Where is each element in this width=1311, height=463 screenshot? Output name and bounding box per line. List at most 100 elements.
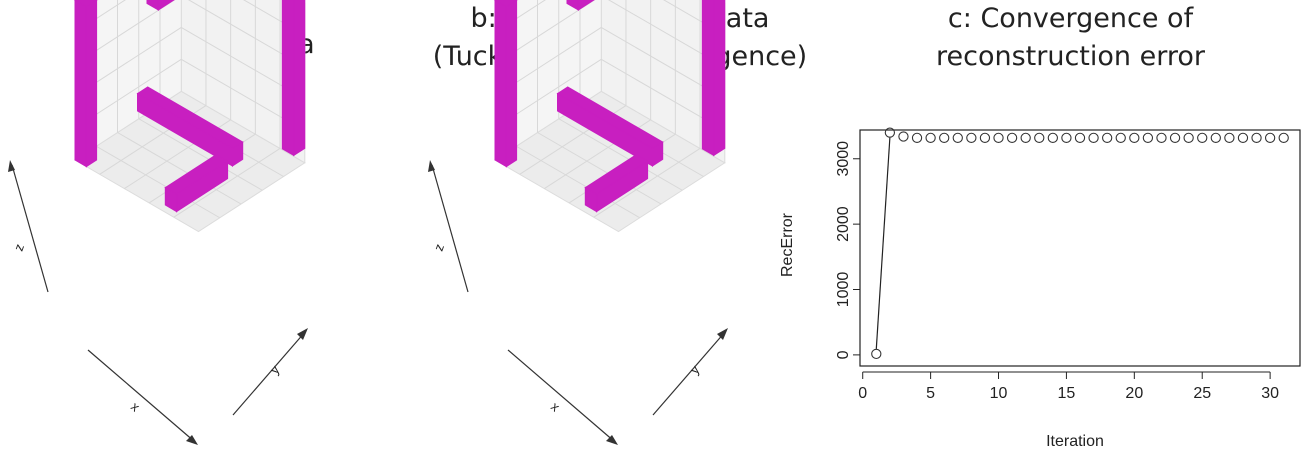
x-axis-label: x [548, 399, 563, 415]
voxel-bar-top-back [566, 0, 579, 11]
data-point [1251, 132, 1262, 143]
floor-gridline [173, 148, 281, 218]
data-point [1142, 132, 1154, 143]
x-tick-label: 15 [1058, 385, 1076, 402]
y-tick-label: 3000 [835, 141, 852, 177]
y-axis-label: y [267, 362, 283, 377]
data-point [1210, 132, 1221, 143]
y-tick-label: 2000 [835, 206, 852, 242]
voxel-bar-top-back [577, 0, 595, 11]
data-point [993, 132, 1004, 143]
voxel-bar-pillar-front [85, 0, 98, 168]
panel-c: c: Convergence of reconstruction error 0… [779, 0, 1311, 463]
data-point [966, 132, 977, 143]
data-point [1278, 132, 1289, 143]
y-axis: 0 1000 2000 3000 [835, 141, 861, 359]
y-axis-label: RecError [779, 212, 796, 277]
voxel-bar-floor [176, 160, 229, 213]
data-point [1006, 132, 1018, 143]
panel-b-3d-voxel-plot: z x y [428, 0, 728, 445]
data-point [1197, 132, 1208, 143]
voxel-bar-pillar-back [701, 0, 715, 157]
x-tick-label: 20 [1125, 385, 1143, 402]
voxel-bar-pillar-back [713, 0, 726, 157]
data-point [1183, 132, 1194, 143]
floor-gridline [515, 145, 641, 219]
voxel-bar-floor [596, 160, 649, 213]
z-axis-arrow [428, 160, 435, 172]
data-point [884, 127, 896, 138]
data-points [871, 127, 1289, 360]
floor-gridline [95, 145, 221, 219]
panel-a-3d-voxel-plot: z x y [8, 0, 308, 445]
z-axis-line [431, 164, 469, 293]
y-tick-label: 1000 [835, 272, 852, 308]
z-axis-line [11, 164, 49, 293]
z-axis-label: z [431, 242, 447, 253]
data-point [1088, 132, 1099, 143]
panel-b: b: Reconstructed data (Tucker with KL-di… [420, 0, 820, 463]
y-axis-line [232, 331, 306, 416]
data-point [1264, 132, 1276, 143]
voxel-bar-pillar-back [293, 0, 306, 157]
x-axis-arrow [186, 435, 198, 445]
data-point [925, 132, 936, 143]
floor-gridline [558, 118, 683, 191]
voxel-bar-top-back [157, 0, 175, 11]
x-axis: 0 5 10 15 20 25 30 [858, 371, 1279, 402]
connecting-line [875, 137, 891, 349]
x-tick-label: 25 [1193, 385, 1211, 402]
floor-gridline [117, 132, 242, 205]
data-point [1074, 132, 1086, 143]
x-tick-label: 0 [858, 385, 867, 402]
data-point [1224, 132, 1235, 143]
data-point [1034, 132, 1045, 143]
floor-gridline [537, 132, 662, 205]
voxel-bar-diagonal [232, 141, 244, 167]
data-point [1156, 132, 1167, 143]
convergence-chart: 0 1000 2000 3000 0 5 10 15 20 25 30 Iteration Rec… [779, 127, 1301, 450]
chart-title: c: Convergence of reconstruction error [830, 0, 1311, 76]
y-tick-label: 0 [835, 350, 852, 359]
x-axis-label: x [128, 399, 143, 415]
voxel-bar-diagonal [652, 141, 664, 167]
voxel-bar-pillar-front [494, 0, 507, 168]
panel-a: a: Original data zxy [0, 0, 420, 463]
data-point [952, 132, 963, 143]
x-tick-label: 30 [1261, 385, 1279, 402]
x-axis-arrow [606, 435, 618, 445]
x-tick-label: 5 [926, 385, 935, 402]
x-axis-line [507, 349, 616, 443]
plot-frame [859, 129, 1301, 367]
voxel-bar-pillar-front [74, 0, 87, 168]
chart-title-line-2: reconstruction error [936, 41, 1205, 72]
data-point [1169, 132, 1181, 143]
chart-title-line-1: c: Convergence of [947, 3, 1194, 34]
data-point [979, 132, 991, 143]
y-axis-arrow [717, 328, 728, 340]
data-point [871, 348, 882, 360]
floor-gridline [593, 148, 701, 218]
data-point [1047, 132, 1058, 143]
z-axis-arrow [8, 160, 15, 172]
x-tick-label: 10 [990, 385, 1008, 402]
floor-gridline [138, 118, 263, 191]
x-axis-label: Iteration [1046, 433, 1104, 450]
data-point [1237, 132, 1249, 143]
data-point [1115, 132, 1126, 143]
plot-box [859, 129, 1301, 367]
y-axis-label: y [687, 362, 703, 377]
z-axis-label: z [11, 242, 27, 253]
data-point [1020, 132, 1031, 143]
x-axis-line [87, 349, 196, 443]
data-point [1061, 132, 1072, 143]
voxel-bar-pillar-back [281, 0, 295, 157]
data-point [939, 132, 950, 143]
data-point [1129, 132, 1140, 143]
y-axis-arrow [297, 328, 308, 340]
y-axis-line [652, 331, 726, 416]
voxel-bar-pillar-front [505, 0, 518, 168]
voxel-bar-top-back [146, 0, 159, 11]
data-point [1102, 132, 1113, 143]
data-point [898, 131, 909, 142]
